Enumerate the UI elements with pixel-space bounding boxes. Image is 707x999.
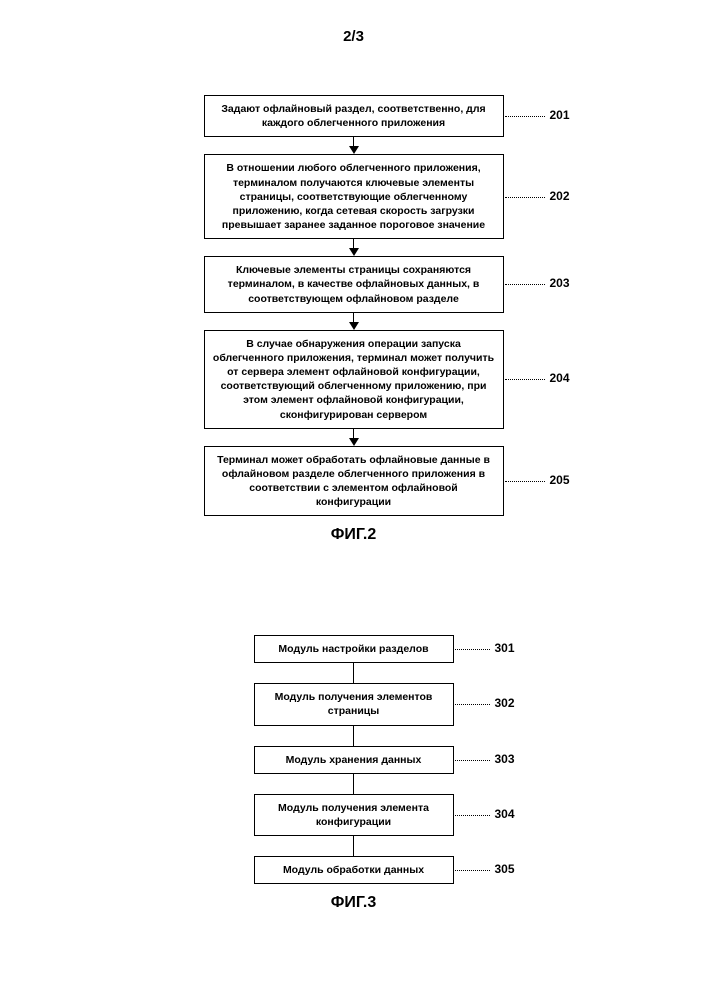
label-leader [505,379,545,382]
node-label: 302 [495,695,515,711]
page-number: 2/3 [0,28,707,45]
label-leader [455,760,490,763]
arrow-down-icon [349,313,359,330]
flow-node-302: Модуль получения элементов страницы302 [254,683,454,725]
label-leader [455,704,490,707]
flow-node-205: Терминал может обработать офлайновые дан… [204,446,504,517]
flow-node-202: В отношении любого облегченного приложен… [204,154,504,239]
flow-node-201: Задают офлайновый раздел, соответственно… [204,95,504,137]
flow-node-304: Модуль получения элемента конфигурации30… [254,794,454,836]
flow-node-301: Модуль настройки разделов301 [254,635,454,663]
node-label: 204 [550,370,570,386]
node-label: 303 [495,751,515,767]
node-label: 304 [495,806,515,822]
flow-node-305: Модуль обработки данных305 [254,856,454,884]
node-label: 202 [550,188,570,204]
flow-node-203: Ключевые элементы страницы сохраняются т… [204,256,504,313]
connector-line [353,726,355,746]
label-leader [505,197,545,200]
arrow-down-icon [349,239,359,256]
connector-line [353,774,355,794]
label-leader [505,481,545,484]
node-label: 205 [550,472,570,488]
node-label: 305 [495,861,515,877]
arrow-down-icon [349,429,359,446]
node-label: 201 [550,107,570,123]
flow-node-303: Модуль хранения данных303 [254,746,454,774]
figure-3-flowchart: Модуль настройки разделов301 Модуль получ… [0,635,707,912]
label-leader [505,284,545,287]
figure-caption: ФИГ.2 [331,526,377,544]
node-label: 301 [495,640,515,656]
label-leader [505,116,545,119]
label-leader [455,870,490,873]
arrow-down-icon [349,137,359,154]
node-label: 203 [550,276,570,292]
page-container: 2/3 Задают офлайновый раздел, соответств… [0,0,707,999]
figure-caption: ФИГ.3 [331,894,377,912]
figure-2-flowchart: Задают офлайновый раздел, соответственно… [0,95,707,544]
label-leader [455,815,490,818]
label-leader [455,649,490,652]
connector-line [353,836,355,856]
connector-line [353,663,355,683]
flow-node-204: В случае обнаружения операции запуска об… [204,330,504,429]
